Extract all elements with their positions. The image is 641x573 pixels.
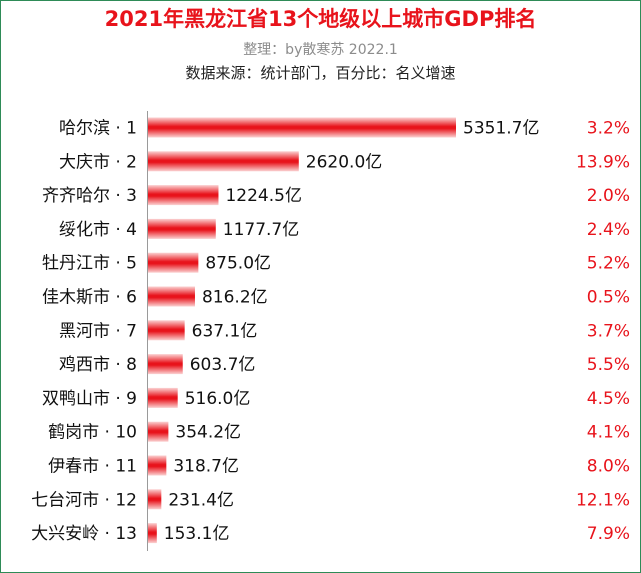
category-label: 鸡西市 · 8 xyxy=(59,355,137,375)
gdp-value-label: 637.1亿 xyxy=(192,321,258,341)
gdp-bar xyxy=(148,421,169,442)
growth-rate-label: 7.9% xyxy=(587,524,630,544)
chart-subtitle: 整理：by散寒苏 2022.1 xyxy=(243,42,398,58)
growth-rate-label: 4.5% xyxy=(587,389,630,409)
category-label: 佳木斯市 · 6 xyxy=(42,288,137,308)
category-label: 伊春市 · 11 xyxy=(48,457,137,477)
gdp-value-label: 1224.5亿 xyxy=(225,186,301,206)
gdp-bar xyxy=(148,455,167,476)
gdp-value-label: 318.7亿 xyxy=(173,457,239,477)
category-label: 大兴安岭 · 13 xyxy=(31,524,137,544)
category-label: 鹤岗市 · 10 xyxy=(48,423,137,443)
gdp-value-label: 231.4亿 xyxy=(168,490,234,510)
growth-rate-label: 2.4% xyxy=(587,220,630,240)
growth-rate-label: 3.7% xyxy=(587,321,630,341)
gdp-value-label: 354.2亿 xyxy=(175,423,241,443)
category-label: 齐齐哈尔 · 3 xyxy=(42,186,137,206)
category-label: 哈尔滨 · 1 xyxy=(59,119,137,139)
category-label: 牡丹江市 · 5 xyxy=(42,254,137,274)
growth-rate-label: 12.1% xyxy=(576,490,630,510)
gdp-bar xyxy=(148,151,299,172)
gdp-value-label: 5351.7亿 xyxy=(463,119,539,139)
gdp-value-label: 153.1亿 xyxy=(164,524,230,544)
gdp-bar xyxy=(148,185,219,206)
gdp-bar xyxy=(148,523,157,544)
category-label: 绥化市 · 4 xyxy=(59,220,137,240)
gdp-bar xyxy=(148,286,195,307)
category-label: 七台河市 · 12 xyxy=(31,490,137,510)
gdp-bar xyxy=(148,252,199,273)
growth-rate-label: 4.1% xyxy=(587,423,630,443)
gdp-value-label: 2620.0亿 xyxy=(306,152,382,172)
growth-rate-label: 13.9% xyxy=(576,152,630,172)
growth-rate-label: 5.2% xyxy=(587,254,630,274)
growth-rate-label: 2.0% xyxy=(587,186,630,206)
growth-rate-label: 0.5% xyxy=(587,288,630,308)
gdp-value-label: 875.0亿 xyxy=(205,254,271,274)
gdp-value-label: 816.2亿 xyxy=(202,288,268,308)
gdp-value-label: 603.7亿 xyxy=(190,355,256,375)
chart-title: 2021年黑龙江省13个地级以上城市GDP排名 xyxy=(104,7,537,31)
category-label: 黑河市 · 7 xyxy=(59,321,137,341)
category-label: 双鸭山市 · 9 xyxy=(42,389,137,409)
gdp-value-label: 516.0亿 xyxy=(185,389,251,409)
gdp-bar xyxy=(148,489,162,510)
gdp-bar xyxy=(148,387,178,408)
growth-rate-label: 3.2% xyxy=(587,119,630,139)
chart-source-note: 数据来源：统计部门，百分比：名义增速 xyxy=(185,64,456,82)
growth-rate-label: 8.0% xyxy=(587,457,630,477)
gdp-bar xyxy=(148,354,183,375)
gdp-bar xyxy=(148,320,185,341)
growth-rate-label: 5.5% xyxy=(587,355,630,375)
gdp-value-label: 1177.7亿 xyxy=(223,220,299,240)
category-label: 大庆市 · 2 xyxy=(59,152,137,172)
gdp-bar xyxy=(148,218,216,239)
gdp-bar xyxy=(148,117,456,138)
